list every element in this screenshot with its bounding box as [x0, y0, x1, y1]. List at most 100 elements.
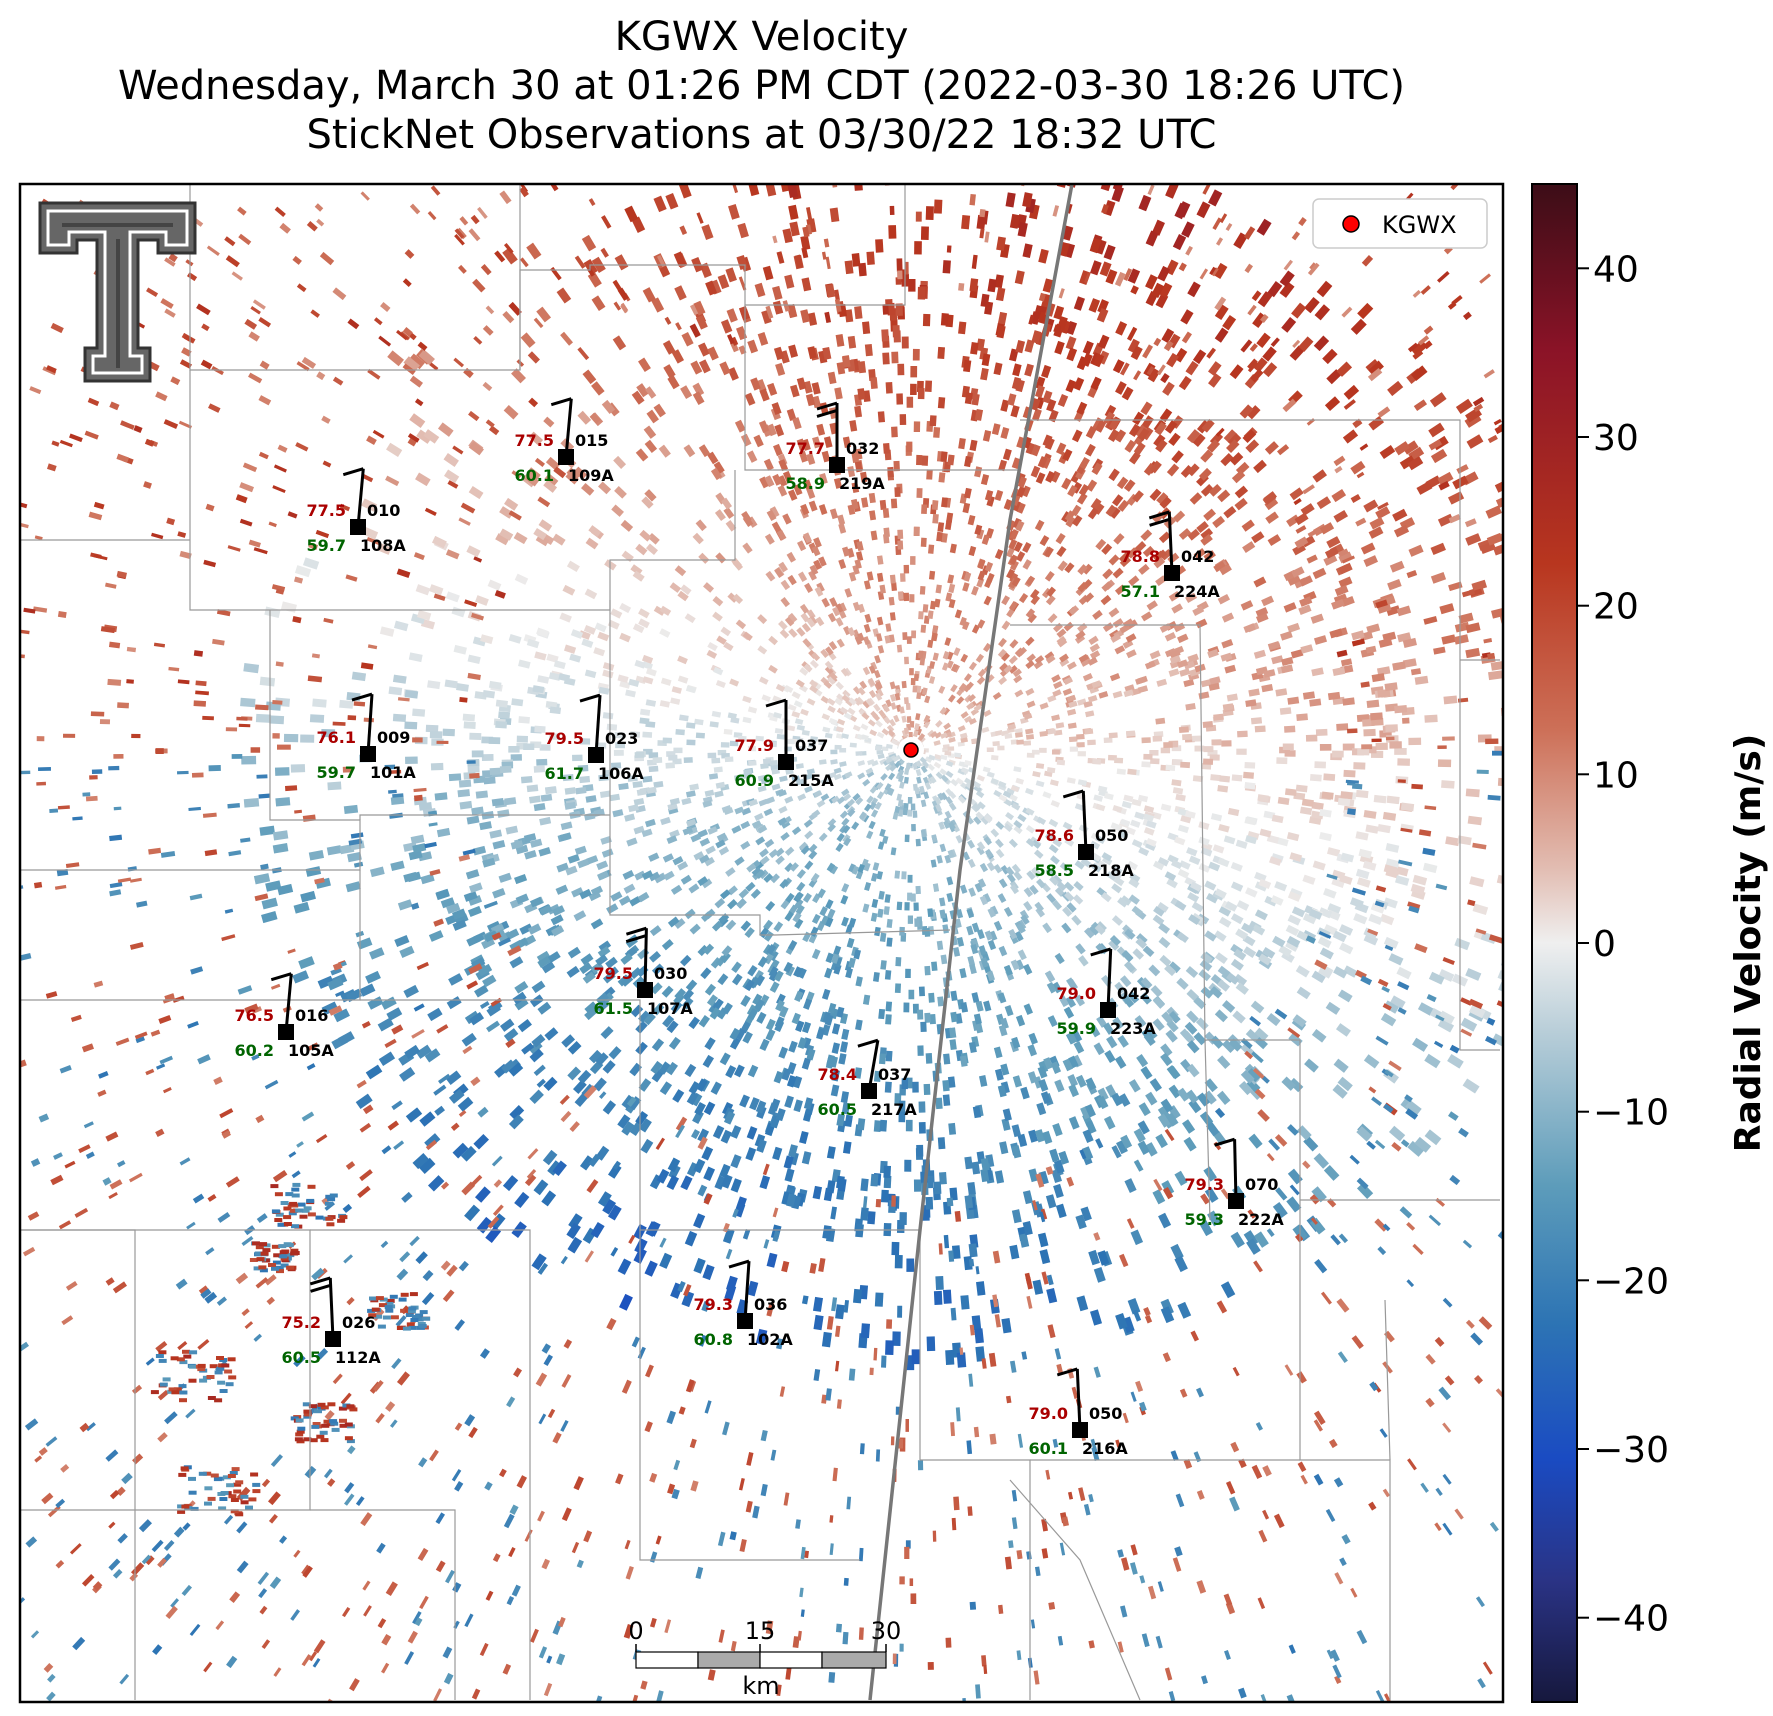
station-218A: 78.6 050 58.5 218A [1035, 789, 1134, 880]
station-temp: 77.9 [735, 736, 774, 755]
station-106A: 79.5 023 61.7 106A [545, 693, 644, 783]
station-101A: 76.1 009 59.7 101A [317, 692, 416, 782]
station-temp: 79.5 [594, 964, 633, 983]
legend-kgwx-label: KGWX [1382, 211, 1457, 239]
station-marker [1100, 1002, 1116, 1018]
title-line-3: StickNet Observations at 03/30/22 18:32 … [306, 112, 1217, 158]
colorbar-tick-label: 30 [1593, 418, 1639, 459]
station-id: 224A [1174, 582, 1220, 601]
wind-barb-staff [1233, 1139, 1238, 1202]
wind-barb-staff [284, 973, 293, 1033]
station-112A: 75.2 026 60.5 112A [282, 1276, 381, 1367]
station-id: 219A [839, 474, 885, 493]
title-line-1: KGWX Velocity [614, 14, 909, 60]
station-dewpoint: 59.3 [1185, 1210, 1224, 1229]
wind-barb-staff [564, 398, 573, 458]
station-temp: 77.5 [307, 501, 346, 520]
station-wind-dir: 037 [795, 736, 828, 755]
station-dewpoint: 60.5 [818, 1100, 857, 1119]
station-temp: 75.2 [282, 1313, 321, 1332]
station-wind-dir: 037 [878, 1065, 911, 1084]
scale-bar: 0 15 30 km [628, 1617, 901, 1700]
station-219A: 77.7 032 58.9 219A [786, 401, 885, 493]
station-102A: 79.3 036 60.8 102A [694, 1259, 793, 1349]
sticknet-stations: 77.5 010 59.7 108A 77.5 015 60.1 109A 77.7 032 58.… [235, 397, 1284, 1458]
colorbar-tick-label: −40 [1593, 1599, 1669, 1640]
wind-barb-staff [1106, 948, 1113, 1011]
station-dewpoint: 60.9 [735, 771, 774, 790]
station-id: 222A [1238, 1210, 1284, 1229]
station-wind-dir: 036 [754, 1295, 787, 1314]
station-temp: 79.3 [694, 1295, 733, 1314]
station-dewpoint: 57.1 [1121, 582, 1160, 601]
station-id: 112A [335, 1348, 381, 1367]
wind-barb [816, 401, 838, 411]
station-temp: 77.5 [515, 431, 554, 450]
station-wind-dir: 010 [367, 501, 400, 520]
station-marker [1072, 1422, 1088, 1438]
wind-barb [625, 926, 647, 936]
station-marker [278, 1024, 294, 1040]
wind-barb [1090, 947, 1112, 957]
wind-barb [550, 397, 572, 407]
scale-label-0: 0 [628, 1617, 643, 1645]
wind-barb [342, 467, 364, 477]
station-marker [558, 449, 574, 465]
station-107A: 79.5 030 61.5 107A [594, 926, 693, 1018]
station-dewpoint: 61.7 [545, 764, 584, 783]
station-marker [325, 1331, 341, 1347]
station-marker [637, 982, 653, 998]
station-wind-dir: 042 [1117, 984, 1150, 1003]
station-217A: 78.4 037 60.5 217A [818, 1038, 917, 1119]
station-dewpoint: 60.1 [1029, 1439, 1068, 1458]
station-wind-dir: 009 [377, 728, 410, 747]
station-id: 218A [1088, 861, 1134, 880]
colorbar-tick-label: 20 [1593, 587, 1639, 628]
wind-barb [765, 698, 787, 708]
station-temp: 79.3 [1185, 1175, 1224, 1194]
wind-barb [728, 1259, 750, 1269]
wind-barb [816, 408, 838, 418]
colorbar-ticks: 40 30 20 10 0 −10 −20 −30 −40 [1577, 249, 1669, 1640]
station-dewpoint: 60.1 [515, 466, 554, 485]
station-id: 106A [598, 764, 644, 783]
wind-barb [1056, 1367, 1078, 1377]
station-temp: 76.1 [317, 728, 356, 747]
station-223A: 79.0 042 59.9 223A [1057, 947, 1156, 1038]
station-id: 217A [871, 1100, 917, 1119]
wind-barb [1214, 1137, 1236, 1147]
station-105A: 76.5 016 60.2 105A [235, 972, 334, 1060]
title-line-2: Wednesday, March 30 at 01:26 PM CDT (202… [117, 63, 1406, 109]
county-boundaries [20, 184, 1500, 1701]
colorbar-tick-label: −20 [1593, 1261, 1669, 1302]
wind-barb-staff [594, 695, 602, 756]
legend-kgwx-marker [1342, 215, 1360, 233]
wind-barb-staff [356, 468, 365, 528]
highway-line [868, 184, 1074, 1701]
wind-barb [1149, 517, 1171, 527]
station-wind-dir: 023 [605, 729, 638, 748]
station-wind-dir: 032 [846, 439, 879, 458]
station-224A: 78.8 042 57.1 224A [1121, 510, 1220, 601]
station-215A: 77.9 037 60.9 215A [735, 698, 834, 790]
scale-label-30: 30 [871, 1617, 902, 1645]
station-wind-dir: 015 [575, 431, 608, 450]
station-temp: 79.0 [1057, 984, 1096, 1003]
scale-label-15: 15 [745, 1617, 776, 1645]
station-temp: 77.7 [786, 439, 825, 458]
station-temp: 79.5 [545, 729, 584, 748]
station-id: 107A [647, 999, 693, 1018]
wind-barb-staff [1167, 511, 1174, 574]
station-marker [737, 1313, 753, 1329]
wind-barb-staff [328, 1277, 335, 1340]
station-marker [588, 747, 604, 763]
radar-site-kgwx-marker [898, 737, 924, 763]
wind-barb [309, 1276, 331, 1286]
colorbar-tick-label: −10 [1593, 1093, 1669, 1134]
wind-barb [270, 972, 292, 982]
texas-tech-logo [38, 201, 197, 383]
station-216A: 79.0 050 60.1 216A [1029, 1367, 1128, 1458]
station-dewpoint: 61.5 [594, 999, 633, 1018]
station-id: 109A [568, 466, 614, 485]
